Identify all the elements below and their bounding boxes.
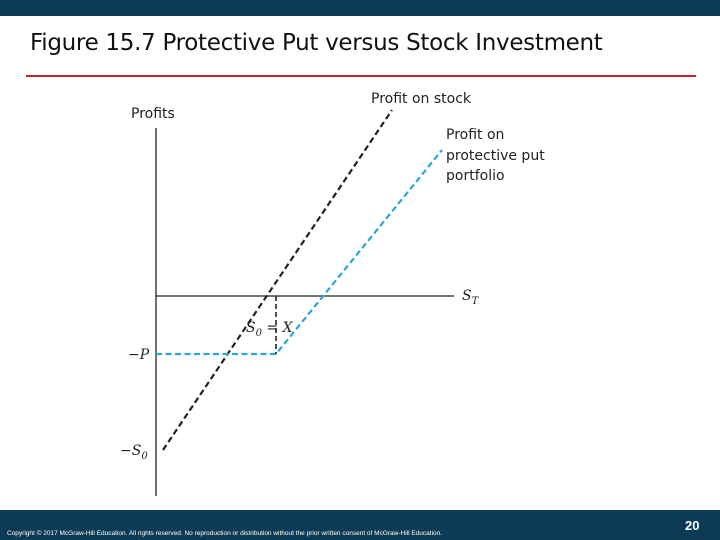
x-axis-label-subscript: T: [472, 296, 480, 307]
page-number: 20: [685, 518, 700, 533]
top-bar: [0, 0, 720, 16]
x-axis-label: ST: [462, 288, 480, 307]
footer-bar: Copyright © 2017 McGraw-Hill Education. …: [0, 510, 720, 540]
strike-label-subscript: 0: [256, 328, 263, 339]
neg-s0-label: −S0: [120, 443, 148, 462]
put-line-label: Profit on protective put portfolio: [446, 127, 549, 184]
stock-line-label: Profit on stock: [371, 91, 472, 107]
put-label-line-1: Profit on: [446, 127, 504, 143]
y-axis-label: Profits: [131, 106, 175, 122]
put-label-line-3: portfolio: [446, 168, 505, 184]
put-label-line-2: protective put: [446, 148, 545, 164]
neg-p-label: −P: [128, 347, 150, 363]
stock-profit-line: [162, 109, 393, 451]
slide-title: Figure 15.7 Protective Put versus Stock …: [30, 30, 603, 56]
protective-put-line: [156, 149, 443, 356]
copyright-text: Copyright © 2017 McGraw-Hill Education. …: [7, 530, 443, 537]
title-underline: [26, 75, 696, 77]
neg-s0-subscript: 0: [141, 451, 148, 462]
strike-label: S0 = X: [246, 320, 294, 339]
strike-label-rest: = X: [262, 320, 294, 336]
